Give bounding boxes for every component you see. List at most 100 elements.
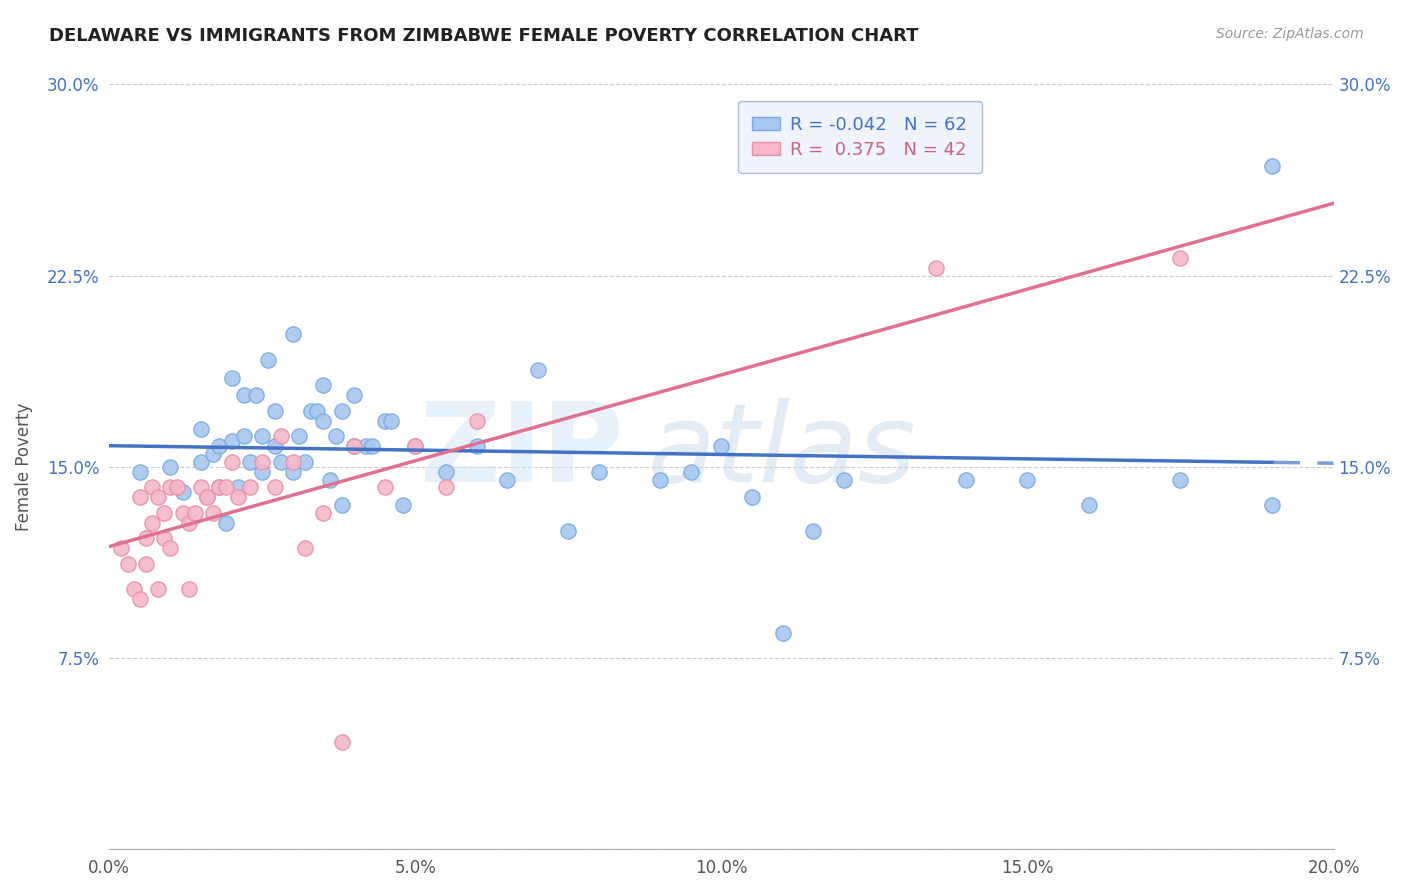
- Text: ZIP: ZIP: [420, 398, 623, 505]
- Point: [343, 388, 366, 402]
- Point: [221, 370, 243, 384]
- Point: [343, 440, 366, 454]
- Point: [214, 480, 236, 494]
- Point: [281, 327, 304, 342]
- Point: [202, 506, 225, 520]
- Point: [307, 404, 329, 418]
- Point: [221, 455, 243, 469]
- Point: [330, 498, 353, 512]
- Point: [294, 541, 316, 556]
- Point: [135, 531, 157, 545]
- Point: [172, 506, 194, 520]
- Text: atlas: atlas: [648, 398, 917, 505]
- Point: [312, 378, 335, 392]
- Point: [128, 491, 150, 505]
- Point: [434, 465, 457, 479]
- Point: [318, 473, 340, 487]
- Point: [404, 440, 426, 454]
- Point: [245, 388, 267, 402]
- Point: [1017, 473, 1039, 487]
- Point: [110, 541, 132, 556]
- Point: [270, 455, 292, 469]
- Point: [153, 506, 176, 520]
- Point: [801, 524, 824, 538]
- Point: [159, 459, 181, 474]
- Point: [465, 440, 488, 454]
- Point: [281, 455, 304, 469]
- Point: [434, 480, 457, 494]
- Point: [195, 491, 218, 505]
- Point: [166, 480, 188, 494]
- Point: [252, 455, 274, 469]
- Point: [128, 465, 150, 479]
- Point: [117, 557, 139, 571]
- Point: [252, 465, 274, 479]
- Point: [832, 473, 855, 487]
- Point: [312, 414, 335, 428]
- Point: [208, 480, 231, 494]
- Point: [226, 480, 249, 494]
- Point: [214, 516, 236, 530]
- Point: [741, 491, 763, 505]
- Point: [557, 524, 579, 538]
- Point: [190, 480, 212, 494]
- Point: [496, 473, 519, 487]
- Point: [190, 422, 212, 436]
- Point: [1261, 159, 1284, 173]
- Point: [330, 404, 353, 418]
- Point: [177, 516, 200, 530]
- Point: [122, 582, 145, 597]
- Y-axis label: Female Poverty: Female Poverty: [15, 402, 32, 531]
- Point: [281, 465, 304, 479]
- Point: [288, 429, 311, 443]
- Point: [1077, 498, 1099, 512]
- Point: [208, 480, 231, 494]
- Legend: R = -0.042   N = 62, R =  0.375   N = 42: R = -0.042 N = 62, R = 0.375 N = 42: [738, 101, 981, 173]
- Point: [374, 414, 396, 428]
- Point: [294, 455, 316, 469]
- Text: DELAWARE VS IMMIGRANTS FROM ZIMBABWE FEMALE POVERTY CORRELATION CHART: DELAWARE VS IMMIGRANTS FROM ZIMBABWE FEM…: [49, 27, 918, 45]
- Point: [190, 455, 212, 469]
- Point: [465, 414, 488, 428]
- Point: [202, 447, 225, 461]
- Point: [128, 592, 150, 607]
- Point: [650, 473, 672, 487]
- Point: [374, 480, 396, 494]
- Point: [141, 516, 163, 530]
- Point: [312, 506, 335, 520]
- Point: [361, 440, 384, 454]
- Point: [679, 465, 702, 479]
- Point: [299, 404, 322, 418]
- Point: [404, 440, 426, 454]
- Point: [239, 480, 262, 494]
- Point: [232, 388, 254, 402]
- Point: [257, 352, 280, 367]
- Point: [226, 491, 249, 505]
- Point: [177, 582, 200, 597]
- Point: [772, 625, 794, 640]
- Point: [325, 429, 347, 443]
- Point: [159, 480, 181, 494]
- Point: [263, 440, 285, 454]
- Point: [1170, 251, 1192, 265]
- Point: [195, 491, 218, 505]
- Point: [135, 557, 157, 571]
- Point: [1170, 473, 1192, 487]
- Point: [232, 429, 254, 443]
- Point: [239, 455, 262, 469]
- Point: [588, 465, 610, 479]
- Point: [263, 480, 285, 494]
- Point: [356, 440, 378, 454]
- Text: Source: ZipAtlas.com: Source: ZipAtlas.com: [1216, 27, 1364, 41]
- Point: [148, 491, 170, 505]
- Point: [184, 506, 207, 520]
- Point: [208, 440, 231, 454]
- Point: [924, 260, 946, 275]
- Point: [392, 498, 415, 512]
- Point: [380, 414, 402, 428]
- Point: [330, 735, 353, 749]
- Point: [159, 541, 181, 556]
- Point: [1261, 498, 1284, 512]
- Point: [252, 429, 274, 443]
- Point: [955, 473, 977, 487]
